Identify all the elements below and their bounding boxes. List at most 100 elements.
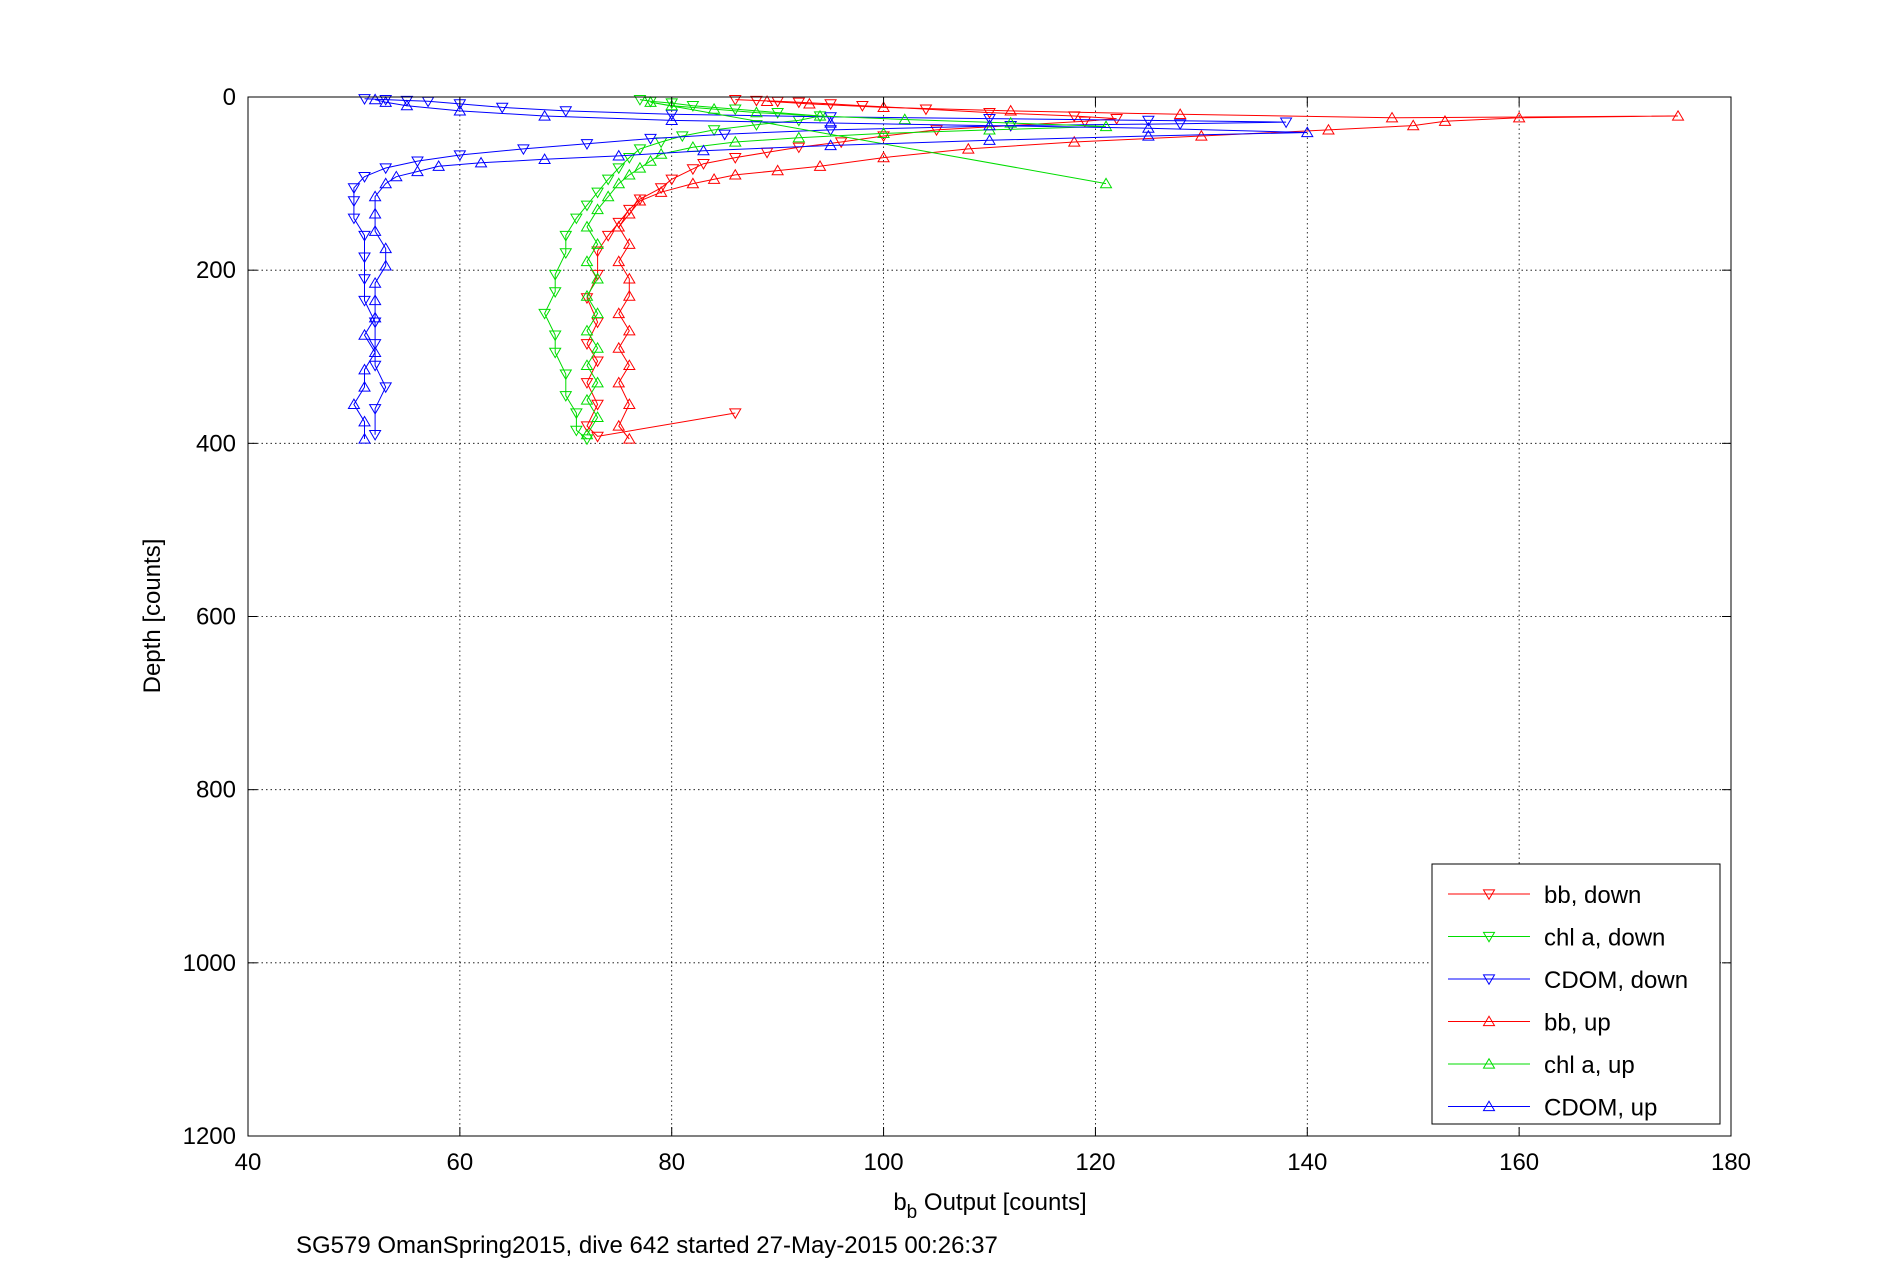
data-point [707,125,721,137]
data-point [453,150,467,162]
data-point [824,112,837,124]
data-point [983,119,996,131]
legend-label: chl a, up [1544,1052,1635,1079]
data-point [760,95,774,106]
data-point [728,408,742,420]
data-point [368,93,382,105]
legend-label: bb, down [1544,882,1641,909]
data-point [612,419,626,431]
data-point [612,220,626,232]
data-point [1194,129,1208,141]
data-point [612,307,626,319]
data-point [358,94,371,105]
data-point [728,135,742,147]
data-point [633,94,647,106]
data-point [877,127,890,138]
data-point [919,104,933,116]
data-point [654,186,668,197]
data-point [612,376,626,388]
data-point [379,95,393,107]
data-point [368,276,382,288]
data-point [728,168,742,180]
data-point [379,94,393,106]
data-point [792,142,806,154]
data-point [591,246,604,258]
data-point [548,269,562,281]
data-point [1078,116,1092,128]
x-tick-label: 180 [1711,1149,1751,1176]
y-tick-label: 1000 [183,950,236,977]
data-point [1067,135,1081,147]
data-point [622,432,636,444]
data-point [591,431,604,443]
data-point [389,170,403,182]
data-point [686,101,700,112]
data-point [379,177,393,189]
data-point [400,99,414,111]
data-point [358,230,371,242]
data-point [570,425,583,437]
data-point [718,129,732,141]
data-point [495,102,509,114]
x-tick-label: 80 [658,1149,685,1176]
data-point [633,161,647,173]
data-point [358,380,371,392]
data-point [1142,115,1155,127]
y-axis-label: Depth [counts] [139,539,166,694]
data-point [538,308,551,320]
data-point [654,183,668,195]
data-point [358,295,371,307]
data-point [379,259,393,271]
x-axis-label-rest: Output [counts] [917,1189,1086,1216]
data-point [1004,104,1018,116]
data-point [1512,111,1526,123]
data-point [580,421,594,433]
data-point [580,220,594,232]
data-point [358,415,371,427]
data-point [1142,129,1155,141]
data-point [1173,108,1187,119]
ticks: 40 60 80 100 120 140 160 180 0 200 400 600 800 1000 12… [183,84,1751,1176]
data-point [612,177,626,189]
data-point [707,173,721,184]
data-point [358,328,371,340]
data-point [930,125,943,137]
data-point [580,324,594,336]
legend-swatch-marker [1482,974,1496,986]
data-point [1142,121,1155,133]
data-point [1173,119,1187,131]
data-point [591,376,604,388]
x-tick-label: 60 [447,1149,474,1176]
data-point [517,144,530,156]
data-point [580,359,594,371]
x-tick-label: 40 [235,1149,262,1176]
data-point [686,177,700,189]
data-point [368,190,382,202]
data-point [622,289,636,301]
legend-label: chl a, down [1544,925,1665,952]
data-point [580,139,594,150]
data-point [379,163,393,175]
data-point [803,97,816,109]
data-point [771,164,785,176]
data-point [358,252,371,264]
y-tick-label: 1200 [183,1123,236,1150]
data-point [411,156,424,168]
data-point [580,434,594,446]
series-line [353,98,1287,435]
data-point [548,347,562,359]
data-point [728,94,742,106]
data-point [622,152,636,164]
data-point [400,95,414,107]
data-point [622,272,636,284]
legend-entry: bb, down [1448,882,1641,909]
data-point [347,398,361,409]
data-point [622,168,636,180]
data-point [1406,119,1420,131]
y-tick-label: 600 [196,604,236,631]
data-point [368,311,382,323]
data-point [580,289,594,301]
x-tick-label: 140 [1287,1149,1327,1176]
series-5 [347,93,1314,444]
series-line [353,99,1308,439]
